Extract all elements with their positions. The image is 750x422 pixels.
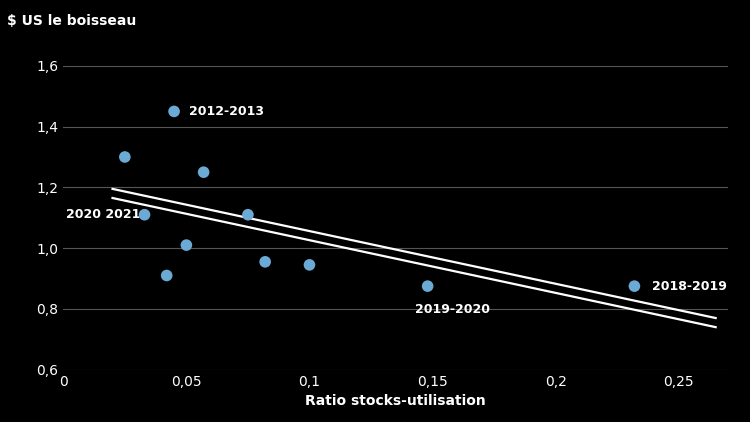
- Text: 2020 2021: 2020 2021: [66, 208, 140, 221]
- Text: 2019-2020: 2019-2020: [416, 303, 491, 316]
- X-axis label: Ratio stocks-utilisation: Ratio stocks-utilisation: [305, 394, 486, 408]
- Point: [139, 211, 151, 218]
- Point: [422, 283, 434, 289]
- Point: [160, 272, 172, 279]
- Point: [168, 108, 180, 115]
- Point: [260, 258, 272, 265]
- Point: [628, 283, 640, 289]
- Point: [118, 154, 130, 160]
- Point: [181, 242, 193, 249]
- Point: [242, 211, 254, 218]
- Text: $ US le boisseau: $ US le boisseau: [7, 14, 136, 28]
- Point: [304, 262, 316, 268]
- Text: 2012-2013: 2012-2013: [189, 105, 264, 118]
- Text: 2018-2019: 2018-2019: [652, 280, 727, 292]
- Point: [197, 169, 209, 176]
